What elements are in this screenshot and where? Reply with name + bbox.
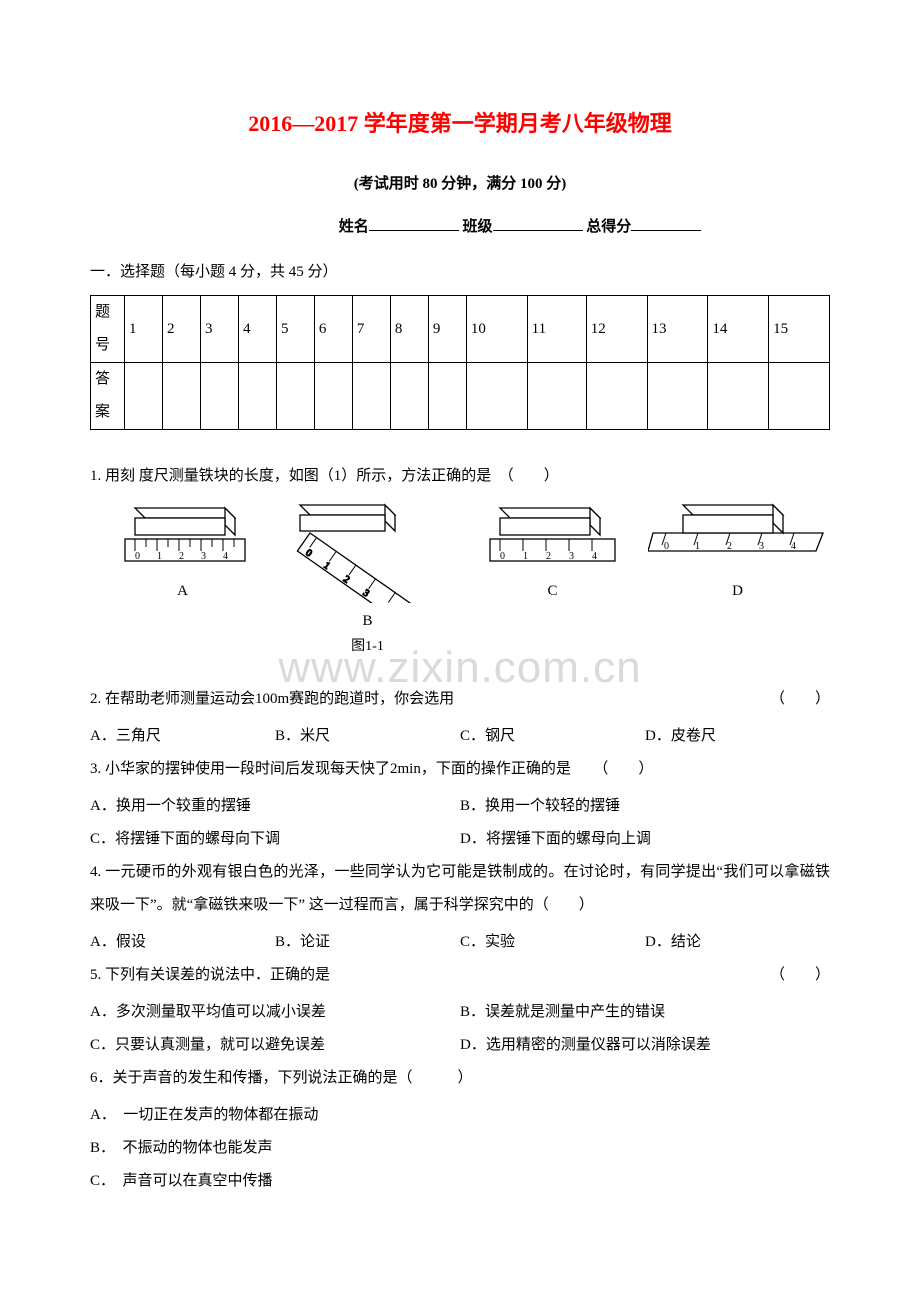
figure-B: 01 23 4 B 图1-1 [275, 503, 460, 663]
q3-opt-A: A．换用一个较重的摆锤 [90, 790, 460, 823]
section-1-header: 一．选择题（每小题 4 分，共 45 分） [90, 256, 830, 289]
table-cell: 5 [276, 296, 314, 363]
fig-label-A: A [90, 575, 275, 608]
table-cell: 12 [586, 296, 647, 363]
svg-text:2: 2 [546, 551, 551, 562]
svg-text:4: 4 [791, 541, 796, 552]
svg-text:2: 2 [727, 541, 732, 552]
table-cell: 8 [390, 296, 428, 363]
fig-label-C: C [460, 575, 645, 608]
q6-opt-B: B． 不振动的物体也能发声 [90, 1132, 830, 1165]
table-cell: 9 [428, 296, 466, 363]
question-4: 4. 一元硬币的外观有银白色的光泽，一些同学认为它可能是铁制成的。在讨论时，有同… [90, 856, 830, 922]
q3-opt-D: D．将摆锤下面的螺母向上调 [460, 823, 830, 856]
svg-text:0: 0 [664, 541, 669, 552]
fig-label-D: D [645, 575, 830, 608]
table-cell: 6 [314, 296, 352, 363]
q6-opt-C: C． 声音可以在真空中传播 [90, 1165, 830, 1198]
table-cell: 7 [352, 296, 390, 363]
svg-text:0: 0 [135, 551, 140, 562]
exam-subtitle: (考试用时 80 分钟，满分 100 分) [90, 168, 830, 201]
table-cell: 2 [162, 296, 200, 363]
q2-opt-B: B．米尺 [275, 720, 460, 753]
name-label: 姓名 [339, 211, 369, 244]
q2-opt-C: C．钢尺 [460, 720, 645, 753]
score-label: 总得分 [586, 211, 631, 244]
q5-opt-A: A．多次测量取平均值可以减小误差 [90, 996, 460, 1029]
svg-text:2: 2 [179, 551, 184, 562]
table-cell: 15 [769, 296, 830, 363]
q4-opt-A: A．假设 [90, 926, 275, 959]
table-row: 题号 1 2 3 4 5 6 7 8 9 10 11 12 13 14 15 [91, 296, 830, 363]
q4-opt-C: C．实验 [460, 926, 645, 959]
svg-text:1: 1 [157, 551, 162, 562]
svg-text:3: 3 [759, 541, 764, 552]
table-cell: 13 [647, 296, 708, 363]
question-2: 2. 在帮助老师测量运动会100m赛跑的跑道时，你会选用 （ ） [90, 683, 830, 716]
q2-text: 2. 在帮助老师测量运动会100m赛跑的跑道时，你会选用 [90, 683, 454, 716]
question-1: 1. 用刻 度尺测量铁块的长度，如图（1）所示，方法正确的是 （ ） [90, 460, 830, 493]
q2-opt-A: A．三角尺 [90, 720, 275, 753]
question-3: 3. 小华家的摆钟使用一段时间后发现每天快了2min，下面的操作正确的是 （ ） [90, 753, 830, 786]
figure-C: 0 1 2 3 4 C [460, 503, 645, 608]
q5-text: 5. 下列有关误差的说法中．正确的是 [90, 959, 330, 992]
row-header-1: 题号 [95, 304, 110, 353]
q4-opt-D: D．结论 [645, 926, 830, 959]
exam-title: 2016—2017 学年度第一学期月考八年级物理 [90, 100, 830, 148]
fig-caption: 图1-1 [275, 632, 460, 663]
svg-text:0: 0 [500, 551, 505, 562]
figure-A: 0 1 2 3 4 A [90, 503, 275, 608]
figure-D: 0 1 2 3 4 D [645, 503, 830, 608]
table-cell: 14 [708, 296, 769, 363]
row-header-2: 答案 [95, 371, 110, 420]
class-label: 班级 [462, 211, 492, 244]
table-cell: 3 [200, 296, 238, 363]
question-6: 6．关于声音的发生和传播，下列说法正确的是（ ） [90, 1062, 830, 1095]
svg-text:3: 3 [569, 551, 574, 562]
answer-table: 题号 1 2 3 4 5 6 7 8 9 10 11 12 13 14 15 答… [90, 295, 830, 430]
student-fields: 姓名 班级 总得分 [90, 211, 830, 244]
table-row: 答案 [91, 363, 830, 430]
table-cell: 4 [238, 296, 276, 363]
q2-opt-D: D．皮卷尺 [645, 720, 830, 753]
q3-opt-B: B．换用一个较轻的摆锤 [460, 790, 830, 823]
svg-text:4: 4 [223, 551, 228, 562]
q5-opt-B: B．误差就是测量中产生的错误 [460, 996, 830, 1029]
table-cell: 1 [125, 296, 163, 363]
figure-1-1: 0 1 2 3 4 A 0 1 2 3 4 [90, 503, 830, 663]
q5-opt-C: C．只要认真测量，就可以避免误差 [90, 1029, 460, 1062]
q6-opt-A: A． 一切正在发声的物体都在振动 [90, 1099, 830, 1132]
svg-text:3: 3 [201, 551, 206, 562]
q2-paren: （ ） [770, 683, 830, 716]
q5-opt-D: D．选用精密的测量仪器可以消除误差 [460, 1029, 830, 1062]
table-cell: 11 [527, 296, 586, 363]
svg-text:4: 4 [592, 551, 597, 562]
q3-opt-C: C．将摆锤下面的螺母向下调 [90, 823, 460, 856]
table-cell: 10 [466, 296, 527, 363]
svg-text:1: 1 [523, 551, 528, 562]
question-5: 5. 下列有关误差的说法中．正确的是 （ ） [90, 959, 830, 992]
q5-paren: （ ） [770, 959, 830, 992]
q4-opt-B: B．论证 [275, 926, 460, 959]
svg-text:1: 1 [695, 541, 700, 552]
